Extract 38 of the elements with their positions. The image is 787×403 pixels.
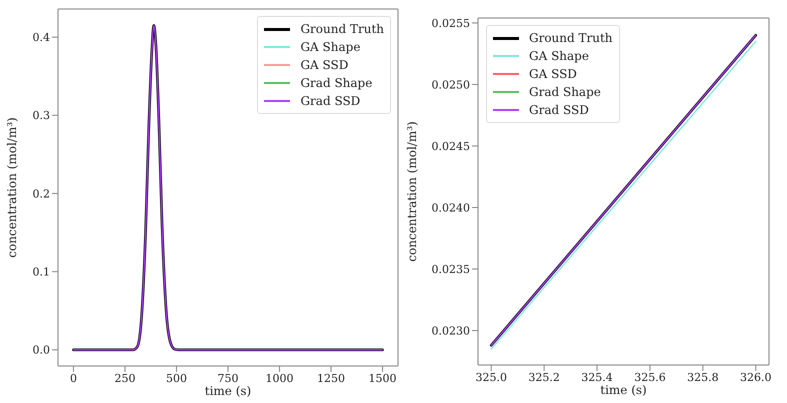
legend-label: GA Shape bbox=[300, 39, 360, 56]
x-tick-label: 326.0 bbox=[740, 370, 772, 384]
x-tick-label: 500 bbox=[166, 372, 187, 385]
y-tick-label: 0.0230 bbox=[432, 324, 470, 338]
legend-label: GA Shape bbox=[529, 48, 589, 65]
y-tick-label: 0.2 bbox=[32, 187, 50, 200]
legend-label: GA SSD bbox=[529, 66, 577, 83]
legend-label: Grad Shape bbox=[300, 75, 372, 92]
y-tick-label: 0.3 bbox=[32, 109, 50, 122]
y-tick-label: 0.0245 bbox=[432, 140, 470, 153]
x-axis-title: time (s) bbox=[600, 383, 647, 397]
y-tick-label: 0.0240 bbox=[432, 201, 470, 214]
y-axis-title: concentration (mol/m³) bbox=[5, 117, 19, 258]
x-tick-label: 0 bbox=[70, 372, 77, 385]
y-tick-label: 0.0255 bbox=[432, 16, 470, 30]
x-tick-label: 1250 bbox=[317, 372, 346, 385]
legend-label: Ground Truth bbox=[529, 30, 613, 47]
x-axis-title: time (s) bbox=[204, 384, 252, 398]
y-tick-label: 0.4 bbox=[32, 31, 50, 44]
x-tick-label: 250 bbox=[114, 372, 136, 385]
x-tick-label: 325.6 bbox=[634, 370, 666, 384]
x-tick-label: 325.0 bbox=[475, 370, 507, 384]
x-tick-label: 1000 bbox=[266, 372, 294, 385]
x-tick-label: 325.2 bbox=[528, 370, 560, 384]
x-tick-label: 1500 bbox=[368, 372, 397, 385]
x-tick-label: 325.8 bbox=[687, 370, 719, 384]
x-tick-label: 750 bbox=[218, 372, 238, 385]
legend-label: Grad SSD bbox=[300, 93, 360, 110]
y-tick-label: 0.0 bbox=[32, 344, 50, 357]
legend-label: GA SSD bbox=[300, 57, 348, 74]
y-tick-label: 0.1 bbox=[32, 266, 50, 279]
legend-label: Grad Shape bbox=[529, 84, 601, 101]
y-tick-label: 0.0250 bbox=[432, 78, 470, 92]
legend-label: Grad SSD bbox=[529, 102, 589, 119]
y-tick-label: 0.0235 bbox=[432, 262, 470, 276]
x-tick-label: 325.4 bbox=[581, 370, 613, 384]
y-axis-title: concentration (mol/m³) bbox=[405, 121, 419, 262]
legend-label: Ground Truth bbox=[300, 21, 384, 38]
